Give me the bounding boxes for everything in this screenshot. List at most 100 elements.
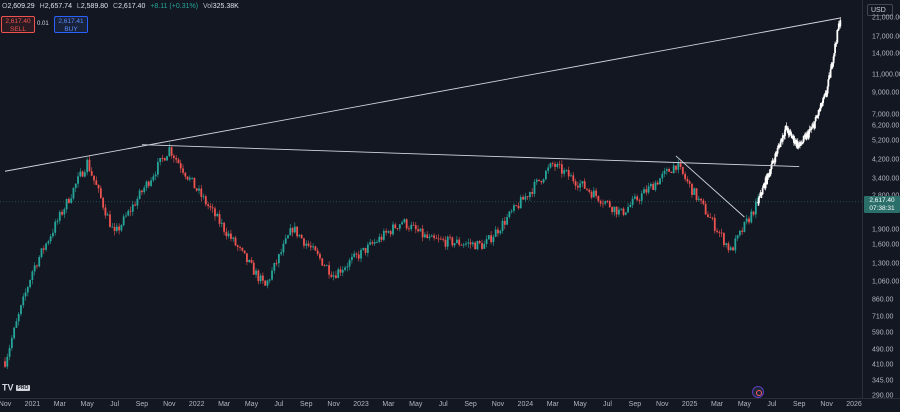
candle-body — [419, 228, 422, 232]
candle-body — [430, 235, 433, 237]
projection-body — [816, 116, 819, 118]
candle-body — [567, 170, 570, 177]
candle-body — [202, 196, 205, 198]
logo-text: TV — [2, 382, 14, 393]
time-axis-label: 2024 — [517, 401, 534, 408]
candle-body — [695, 188, 698, 200]
price-axis-label: 11,000.00 — [872, 71, 900, 79]
sell-button[interactable]: 2,617.40 SELL — [1, 16, 35, 33]
candle-body — [736, 235, 739, 239]
candle-body — [408, 228, 410, 230]
price-axis-label: 5,200.00 — [872, 137, 900, 145]
candle-body — [29, 279, 32, 288]
projection-body — [793, 142, 796, 144]
spread-value: 0.01 — [37, 21, 49, 27]
candle-body — [522, 197, 524, 200]
candle-body — [515, 205, 518, 207]
projection-body — [829, 69, 832, 78]
price-chart[interactable] — [0, 0, 862, 398]
candle-body — [501, 220, 504, 231]
price-axis-label: 4,200.00 — [872, 156, 900, 164]
candle-body — [40, 248, 43, 257]
price-axis-label: 14,000.00 — [872, 50, 900, 58]
last-price-value: 2,617.40 — [869, 197, 895, 204]
candle-body — [720, 232, 723, 234]
candle-body — [723, 233, 725, 246]
candle-body — [533, 181, 536, 194]
candle-body — [586, 188, 588, 190]
candle-body — [435, 237, 438, 239]
projection-body — [766, 173, 769, 175]
price-axis[interactable]: USD 21,000.00 17,000.00 14,000.00 11,000.00… — [862, 0, 900, 400]
candle-body — [681, 166, 684, 174]
candle-body — [711, 217, 714, 219]
candle-body — [182, 168, 184, 173]
price-axis-label: 710.00 — [872, 313, 894, 321]
candle-body — [109, 214, 111, 227]
ohlc-low-value: 2,589.80 — [80, 3, 109, 10]
candle-body — [72, 187, 75, 199]
candle-body — [56, 220, 59, 222]
projection-body — [761, 188, 764, 195]
time-axis[interactable]: Nov 2021 Mar May Jul Sep Nov 2022 Mar May Jul Sep No… — [0, 398, 900, 412]
candle-body — [188, 177, 191, 180]
candle-body — [303, 238, 305, 246]
buy-button[interactable]: 2,617.41 BUY — [54, 16, 88, 33]
projection-body — [834, 43, 836, 54]
time-axis-label: Jul — [603, 401, 612, 408]
projection-body — [811, 125, 814, 127]
price-axis-label: 9,000.00 — [872, 89, 900, 97]
candle-body — [360, 249, 362, 259]
candle-body — [296, 226, 299, 237]
candle-body — [524, 196, 527, 200]
candle-body — [517, 205, 520, 209]
candle-body — [90, 171, 93, 176]
candle-body — [727, 243, 730, 251]
candle-body — [77, 176, 79, 184]
price-axis-label: 860.00 — [872, 296, 894, 304]
candle-body — [734, 238, 737, 251]
candle-body — [540, 180, 543, 183]
candle-body — [195, 188, 198, 191]
candle-body — [579, 183, 582, 188]
price-axis-label: 410.00 — [872, 361, 894, 369]
candle-body — [560, 164, 563, 174]
projection-body — [821, 103, 824, 107]
projection-body — [790, 132, 792, 135]
candle-body — [161, 157, 164, 159]
candle-body — [154, 174, 157, 177]
candle-body — [485, 239, 488, 244]
candle-body — [544, 170, 547, 180]
candle-body — [131, 204, 134, 212]
projection-body — [834, 43, 837, 45]
candle-body — [469, 242, 472, 245]
candle-body — [595, 190, 598, 196]
candle-body — [410, 224, 413, 230]
tradingview-logo[interactable]: TV PRO — [2, 382, 31, 393]
candle-body — [700, 198, 702, 201]
candle-body — [68, 198, 70, 203]
time-axis-label: Jul — [274, 401, 284, 408]
candle-body — [460, 244, 463, 246]
candle-body — [729, 247, 732, 251]
candle-body — [102, 197, 105, 208]
candle-body — [348, 260, 351, 267]
candle-body — [330, 274, 333, 277]
candle-body — [97, 184, 100, 189]
time-axis-label: Sep — [300, 401, 313, 408]
time-axis-label: 2022 — [188, 401, 205, 408]
candle-body — [732, 247, 734, 251]
time-axis-label: 2023 — [353, 401, 369, 408]
currency-selector[interactable]: USD — [867, 4, 893, 16]
navigation-icon[interactable] — [752, 386, 764, 398]
candle-body — [382, 230, 385, 240]
candle-body — [280, 252, 283, 255]
projection-body — [826, 86, 829, 94]
chart-area[interactable]: O2,609.29 H2,657.74 L2,589.80 C 2,617.40 … — [0, 0, 862, 398]
candle-body — [380, 236, 383, 240]
candle-body — [216, 213, 219, 217]
projection-body — [803, 135, 806, 137]
candle-body — [282, 243, 285, 253]
projection-body — [774, 153, 777, 163]
projection-body — [831, 63, 834, 68]
